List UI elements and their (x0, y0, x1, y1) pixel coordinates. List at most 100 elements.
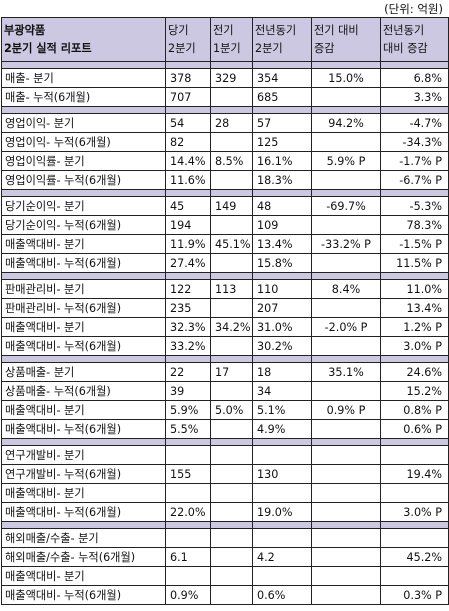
table-row: 상품매출- 누적(6개월) 39 34 15.2% (1, 381, 449, 401)
yoy-change: -4.7% (380, 113, 449, 133)
yoy-change: 3.0% P (380, 502, 449, 522)
yoy-change: 1.2% P (380, 317, 449, 337)
qoq-change: 0.9% P (311, 400, 381, 420)
current-value (165, 445, 211, 465)
previous-value (210, 502, 253, 522)
table-row: 상품매출- 분기 22 17 18 35.1% 24.6% (1, 362, 449, 382)
qoq-change: 35.1% (311, 362, 381, 382)
separator-cell (311, 189, 381, 197)
col-header-yoy-change: 전년동기 대비 증감 (380, 17, 449, 62)
qoq-change: 15.0% (311, 68, 381, 88)
previous-value (210, 445, 253, 465)
header-title-cell: 부광약품 2분기 실적 리포트 (1, 17, 166, 62)
previous-value: 17 (210, 362, 253, 382)
qoq-change: 94.2% (311, 113, 381, 133)
yoy-change: 6.8% (380, 68, 449, 88)
separator-cell (210, 438, 253, 446)
last-year-value: 207 (252, 298, 312, 318)
report-company: 부광약품 (4, 23, 46, 37)
previous-value (210, 483, 253, 503)
yoy-change: 0.8% P (380, 400, 449, 420)
row-label: 해외매출/수출- 분기 (1, 528, 166, 548)
current-value (165, 483, 211, 503)
qoq-change (311, 483, 381, 503)
last-year-value: 18 (252, 362, 312, 382)
separator-cell (311, 521, 381, 529)
last-year-value: 109 (252, 215, 312, 235)
yoy-change: 78.3% (380, 215, 449, 235)
table-row: 당기순이익- 분기 45 149 48 -69.7% -5.3% (1, 196, 449, 216)
current-value: 33.2% (165, 336, 211, 356)
qoq-change (311, 445, 381, 465)
row-label: 매출액대비- 분기 (1, 566, 166, 586)
current-value: 155 (165, 464, 211, 484)
current-value: 5.5% (165, 419, 211, 439)
separator-cell (210, 521, 253, 529)
qoq-change: -2.0% P (311, 317, 381, 337)
row-label: 매출액대비- 누적(6개월) (1, 253, 166, 273)
table-row: 연구개발비- 누적(6개월) 155 130 19.4% (1, 464, 449, 484)
row-label: 매출액대비- 누적(6개월) (1, 502, 166, 522)
previous-value (210, 170, 253, 190)
last-year-value: 0.6% (252, 585, 312, 605)
qoq-change (311, 298, 381, 318)
row-label: 상품매출- 분기 (1, 362, 166, 382)
current-value: 39 (165, 381, 211, 401)
separator-cell (252, 272, 312, 280)
row-label: 판매관리비- 분기 (1, 279, 166, 299)
separator-cell (1, 189, 166, 197)
current-value: 11.6% (165, 170, 211, 190)
table-row: 영업이익률- 누적(6개월) 11.6% 18.3% -6.7% P (1, 170, 449, 190)
last-year-value: 34 (252, 381, 312, 401)
yoy-change: 0.6% P (380, 419, 449, 439)
row-label: 매출액대비- 분기 (1, 483, 166, 503)
table-row: 판매관리비- 분기 122 113 110 8.4% 11.0% (1, 279, 449, 299)
last-year-value: 16.1% (252, 151, 312, 171)
yoy-change (380, 566, 449, 586)
separator-cell (380, 61, 449, 69)
table-row: 연구개발비- 분기 (1, 445, 449, 465)
separator-cell (380, 106, 449, 114)
table-body: 매출- 분기 378 329 354 15.0% 6.8% 매출- 누적(6개월) 707 68… (1, 61, 449, 605)
previous-value: 34.2% (210, 317, 253, 337)
qoq-change (311, 336, 381, 356)
previous-value: 8.5% (210, 151, 253, 171)
table-row: 판매관리비- 누적(6개월) 235 207 13.4% (1, 298, 449, 318)
qoq-change (311, 528, 381, 548)
table-row: 매출액대비- 누적(6개월) 27.4% 15.8% 11.5% P (1, 253, 449, 273)
last-year-value: 4.2 (252, 547, 312, 567)
separator-cell (210, 355, 253, 363)
previous-value: 5.0% (210, 400, 253, 420)
qoq-change: 8.4% (311, 279, 381, 299)
current-value: 27.4% (165, 253, 211, 273)
separator-cell (252, 61, 312, 69)
separator-cell (1, 106, 166, 114)
qoq-change (311, 170, 381, 190)
previous-value (210, 336, 253, 356)
current-value: 194 (165, 215, 211, 235)
current-value: 22.0% (165, 502, 211, 522)
last-year-value (252, 483, 312, 503)
separator-cell (311, 61, 381, 69)
separator-cell (311, 272, 381, 280)
last-year-value (252, 528, 312, 548)
qoq-change: 5.9% P (311, 151, 381, 171)
separator-cell (165, 189, 211, 197)
last-year-value: 30.2% (252, 336, 312, 356)
yoy-change: 24.6% (380, 362, 449, 382)
separator-cell (252, 189, 312, 197)
current-value: 5.9% (165, 400, 211, 420)
separator-cell (210, 189, 253, 197)
yoy-change: 19.4% (380, 464, 449, 484)
previous-value (210, 87, 253, 107)
current-value (165, 566, 211, 586)
yoy-change: -5.3% (380, 196, 449, 216)
table-row: 매출- 누적(6개월) 707 685 3.3% (1, 87, 449, 107)
yoy-change: 0.3% P (380, 585, 449, 605)
separator-cell (311, 438, 381, 446)
row-label: 영업이익- 분기 (1, 113, 166, 133)
separator-cell (1, 61, 166, 69)
separator-cell (252, 355, 312, 363)
row-label: 당기순이익- 분기 (1, 196, 166, 216)
